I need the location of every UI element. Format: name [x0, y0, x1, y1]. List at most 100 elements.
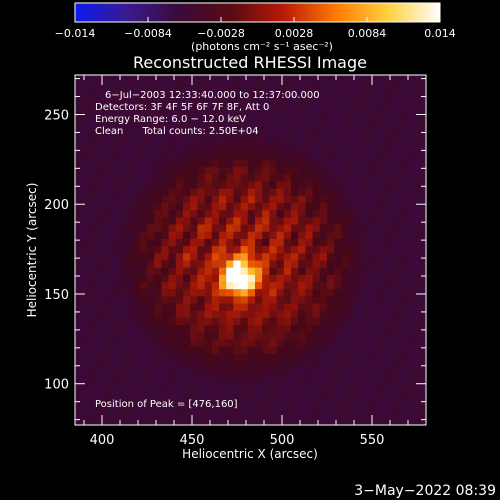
heatmap-cell [147, 274, 155, 283]
heatmap-cell [406, 109, 414, 117]
heatmap-cell [197, 231, 206, 239]
heatmap-cell [298, 324, 306, 333]
heatmap-cell [348, 223, 357, 232]
heatmap-cell [233, 360, 242, 369]
heatmap-cell [391, 360, 400, 369]
heatmap-cell [168, 152, 177, 160]
heatmap-cell [226, 231, 234, 239]
heatmap-cell [355, 324, 364, 333]
heatmap-cell [363, 75, 371, 81]
heatmap-cell [132, 188, 141, 196]
heatmap-cell [211, 302, 220, 311]
heatmap-cell [298, 259, 306, 268]
heatmap-cell [247, 410, 256, 419]
heatmap-cell [348, 417, 357, 425]
heatmap-cell [413, 80, 422, 89]
heatmap-cell [269, 238, 278, 247]
heatmap-cell [161, 231, 170, 239]
heatmap-cell [319, 367, 328, 376]
heatmap-cell [96, 324, 105, 333]
heatmap-cell [168, 116, 177, 125]
heatmap-cell [96, 381, 105, 390]
heatmap-cell [413, 109, 422, 117]
heatmap-cell [370, 396, 378, 405]
heatmap-cell [391, 180, 400, 189]
heatmap-cell [219, 274, 227, 283]
heatmap-cell [183, 145, 191, 153]
heatmap-cell [247, 116, 256, 125]
heatmap-cell [255, 267, 263, 275]
heatmap-cell [240, 259, 249, 268]
heatmap-cell [399, 137, 407, 146]
heatmap-cell [363, 80, 371, 89]
heatmap-cell [161, 302, 170, 311]
heatmap-cell [82, 353, 90, 361]
heatmap-cell [420, 267, 426, 275]
heatmap-cell [89, 295, 98, 304]
heatmap-cell [334, 109, 342, 117]
heatmap-cell [75, 346, 83, 354]
heatmap-cell [125, 259, 134, 268]
heatmap-cell [348, 238, 357, 247]
heatmap-cell [103, 302, 112, 311]
heatmap-cell [226, 274, 234, 283]
heatmap-cell [334, 374, 342, 383]
heatmap-cell [327, 101, 335, 110]
heatmap-cell [233, 75, 242, 81]
heatmap-cell [283, 130, 292, 139]
heatmap-cell [183, 245, 191, 254]
heatmap-cell [384, 238, 393, 247]
heatmap-cell [319, 310, 328, 318]
heatmap-cell [111, 403, 119, 412]
heatmap-cell [183, 281, 191, 290]
heatmap-cell [262, 123, 270, 132]
heatmap-cell [413, 252, 422, 261]
heatmap-cell [183, 367, 191, 376]
heatmap-cell [269, 87, 278, 96]
heatmap-cell [276, 295, 285, 304]
heatmap-cell [319, 389, 328, 397]
heatmap-cell [276, 238, 285, 247]
heatmap-cell [319, 80, 328, 89]
heatmap-cell [312, 173, 321, 182]
heatmap-cell [96, 101, 105, 110]
heatmap-cell [406, 87, 414, 96]
heatmap-cell [139, 302, 148, 311]
heatmap-cell [319, 295, 328, 304]
heatmap-cell [334, 403, 342, 412]
heatmap-cell [377, 173, 386, 182]
heatmap-cell [262, 245, 270, 254]
heatmap-cell [161, 367, 170, 376]
heatmap-cell [327, 302, 335, 311]
heatmap-cell [118, 166, 126, 175]
heatmap-cell [391, 317, 400, 326]
heatmap-cell [363, 195, 371, 204]
heatmap-cell [204, 195, 213, 204]
heatmap-cell [377, 75, 386, 81]
heatmap-cell [312, 252, 321, 261]
heatmap-cell [355, 302, 364, 311]
heatmap-cell [139, 202, 148, 211]
heatmap-cell [168, 288, 177, 297]
heatmap-cell [161, 252, 170, 261]
heatmap-cell [183, 166, 191, 175]
heatmap-cell [233, 145, 242, 153]
heatmap-cell [240, 159, 249, 168]
heatmap-cell [334, 166, 342, 175]
heatmap-cell [355, 238, 364, 247]
heatmap-cell [291, 281, 299, 290]
heatmap-cell [377, 87, 386, 96]
heatmap-cell [204, 317, 213, 326]
heatmap-cell [154, 101, 162, 110]
heatmap-cell [161, 195, 170, 204]
heatmap-cell [406, 417, 414, 425]
heatmap-cell [175, 267, 184, 275]
heatmap-cell [291, 346, 299, 354]
heatmap-cell [89, 216, 98, 225]
heatmap-cell [420, 367, 426, 376]
heatmap-cell [319, 159, 328, 168]
heatmap-cell [291, 216, 299, 225]
heatmap-cell [406, 346, 414, 354]
heatmap-cell [154, 295, 162, 304]
heatmap-cell [211, 317, 220, 326]
